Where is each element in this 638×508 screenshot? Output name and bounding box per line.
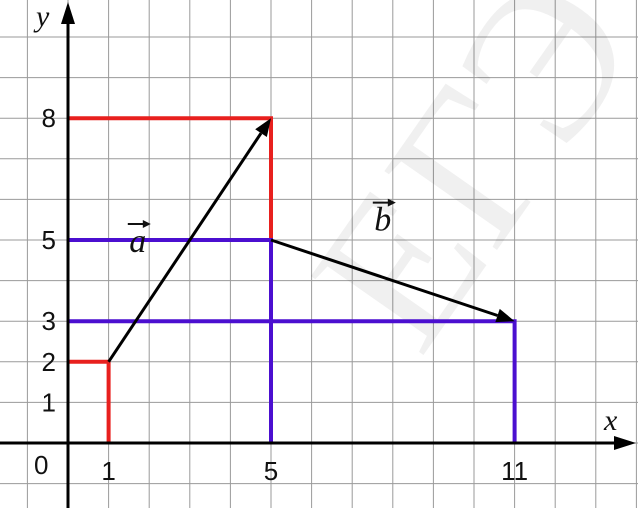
vector-a-overarrow-head bbox=[142, 220, 151, 228]
x-axis-arrowhead bbox=[614, 436, 636, 450]
vector-a-label: a bbox=[129, 223, 146, 260]
y-tick-label: 2 bbox=[42, 347, 56, 377]
y-tick-label: 1 bbox=[42, 387, 56, 417]
x-axis-label: x bbox=[603, 404, 618, 437]
y-axis-arrowhead bbox=[61, 2, 75, 24]
vectors: ab bbox=[107, 118, 515, 363]
vector-a-arrowhead bbox=[255, 118, 271, 138]
y-axis-label: y bbox=[33, 0, 50, 33]
origin-label: 0 bbox=[34, 450, 48, 480]
y-tick-label: 3 bbox=[42, 306, 56, 336]
y-tick-label: 8 bbox=[42, 103, 56, 133]
vector-a-line bbox=[107, 132, 263, 363]
vector-b-line bbox=[270, 238, 498, 317]
vector-b-arrowhead bbox=[495, 308, 515, 323]
watermark: ЕГЭ bbox=[268, 0, 638, 386]
x-tick-label: 5 bbox=[264, 456, 278, 486]
vector-b-overarrow-head bbox=[387, 198, 396, 207]
x-tick-label: 11 bbox=[501, 456, 528, 486]
x-tick-label: 1 bbox=[101, 456, 115, 486]
vector-b-label: b bbox=[374, 202, 391, 239]
y-tick-label: 5 bbox=[42, 225, 56, 255]
